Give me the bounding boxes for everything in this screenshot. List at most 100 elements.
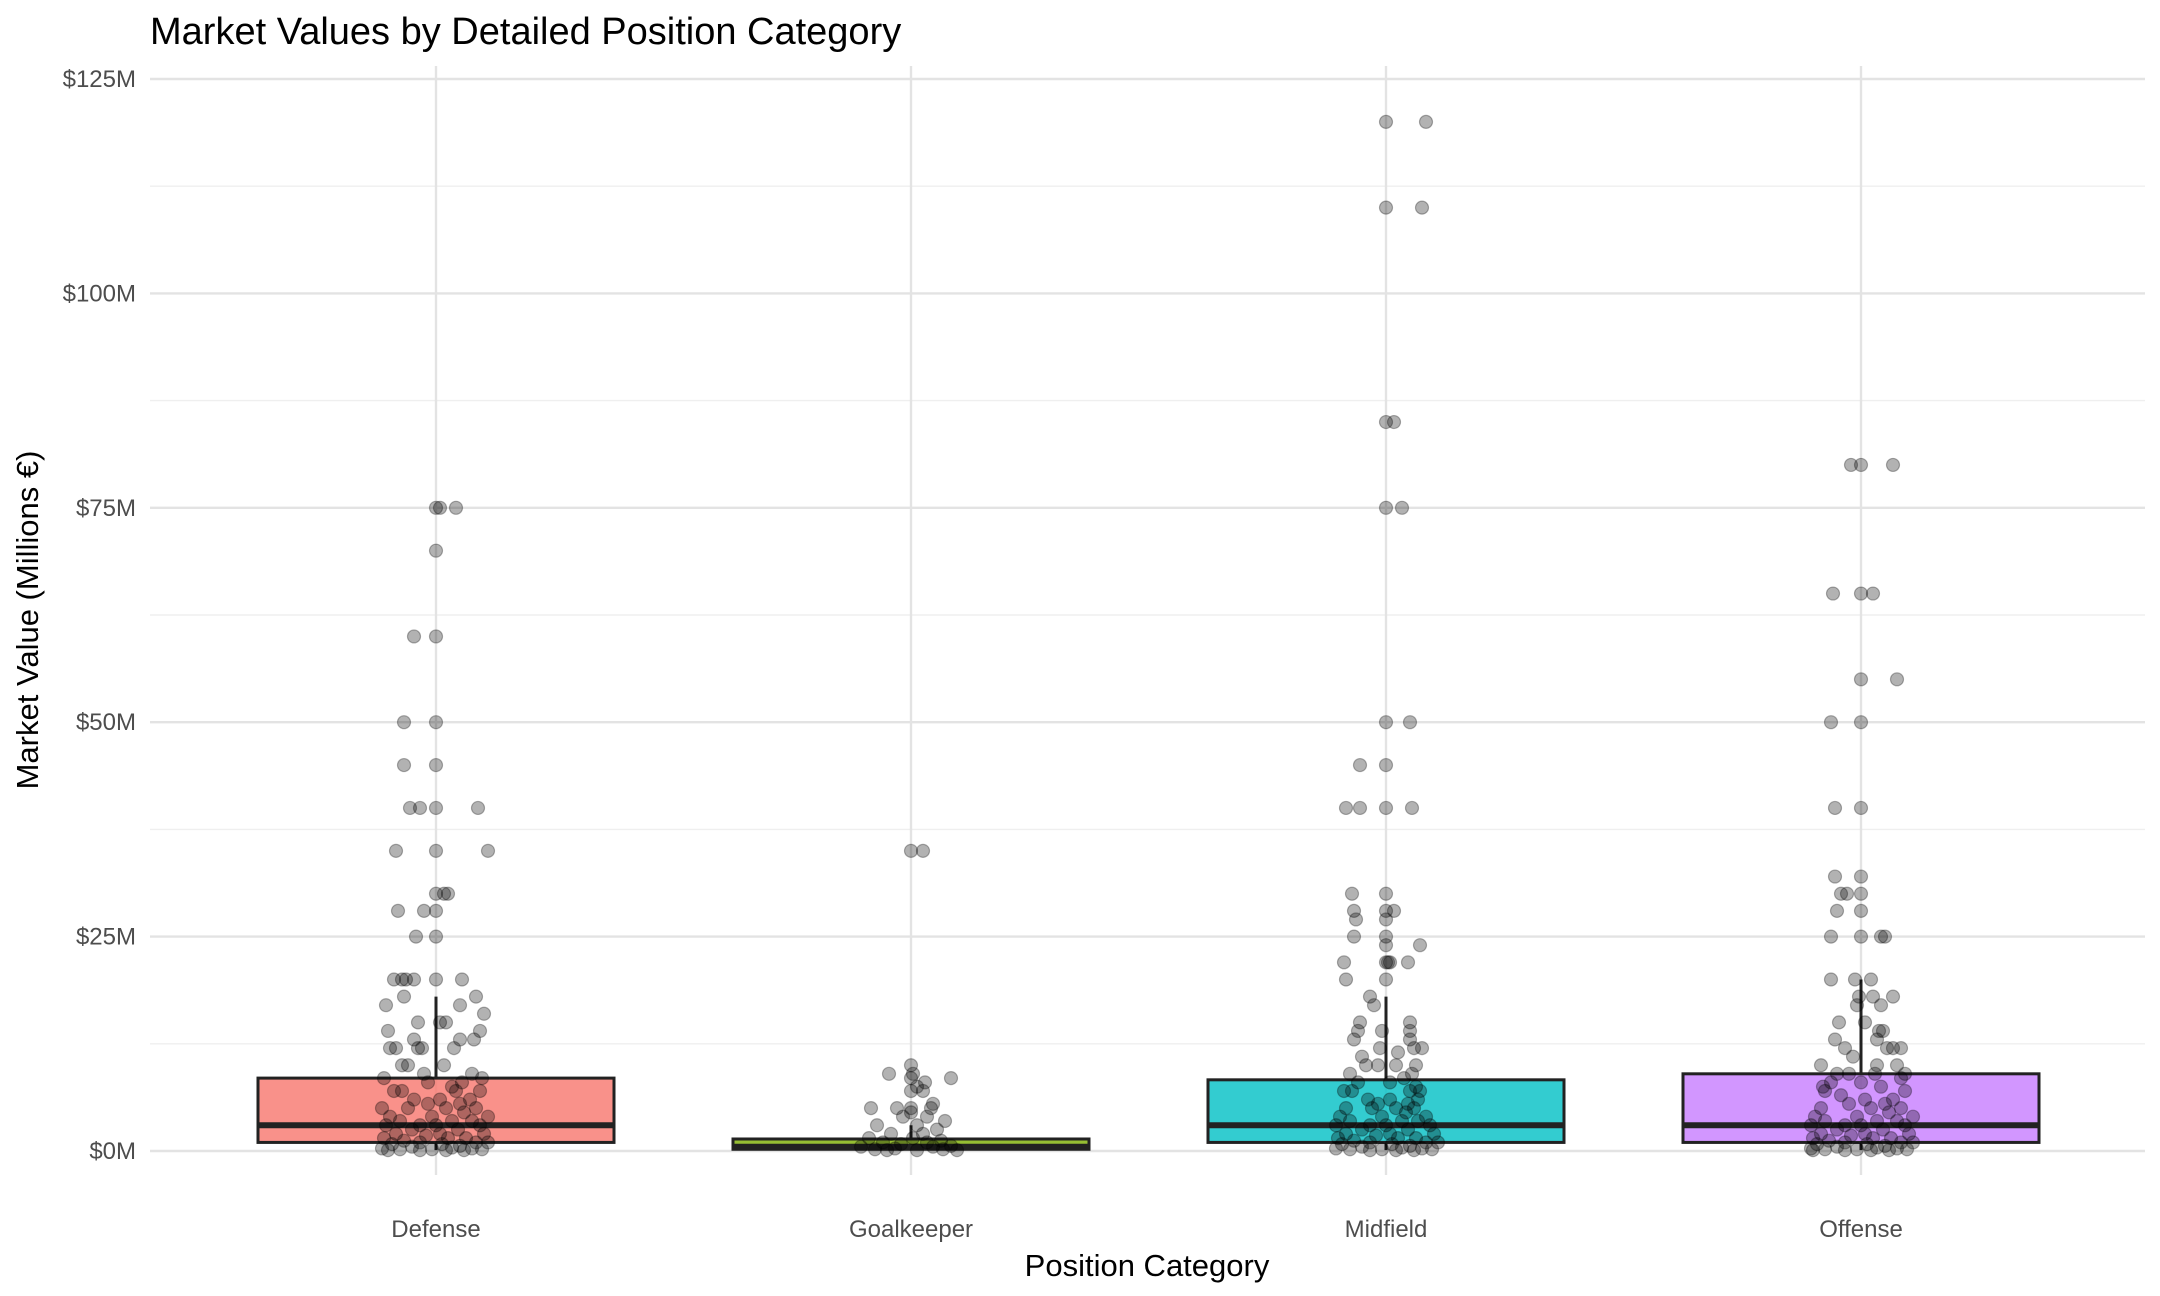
- data-point: [1380, 955, 1396, 970]
- data-point: [1378, 886, 1394, 901]
- data-point: [1402, 715, 1418, 730]
- data-point: [392, 1113, 408, 1129]
- data-point: [1378, 414, 1394, 430]
- data-point: [1406, 1143, 1422, 1158]
- data-point: [1342, 1142, 1358, 1157]
- data-point: [1382, 1075, 1398, 1090]
- data-point: [1821, 1133, 1837, 1148]
- data-point: [438, 1015, 454, 1030]
- data-point: [1382, 955, 1398, 970]
- data-point: [1378, 200, 1394, 215]
- data-point: [1865, 1131, 1881, 1146]
- data-point: [1342, 1113, 1358, 1129]
- data-point: [1889, 1141, 1905, 1156]
- data-point: [1829, 903, 1845, 918]
- data-point: [474, 1142, 490, 1157]
- data-point: [1885, 989, 1901, 1004]
- data-point: [1378, 757, 1394, 773]
- data-point: [1837, 1040, 1853, 1056]
- data-point: [1412, 938, 1428, 953]
- data-point: [1837, 1143, 1853, 1158]
- data-point: [470, 800, 486, 816]
- data-point: [1813, 1126, 1829, 1141]
- data-point: [909, 1079, 925, 1094]
- data-point: [452, 1096, 468, 1111]
- data-point: [1378, 114, 1394, 129]
- data-point: [1877, 1096, 1893, 1111]
- data-point: [1817, 1083, 1833, 1099]
- y-tick-label: $0M: [89, 1138, 136, 1165]
- data-point: [1378, 955, 1394, 970]
- data-point: [1358, 1058, 1374, 1073]
- data-point: [1809, 1137, 1825, 1152]
- data-point: [376, 1071, 392, 1086]
- data-point: [1360, 1092, 1376, 1107]
- data-point: [458, 1131, 474, 1146]
- data-point: [1815, 1079, 1831, 1094]
- data-point: [1805, 1143, 1821, 1158]
- data-point: [1843, 1128, 1859, 1143]
- data-point: [412, 1143, 428, 1158]
- jitter-points: [374, 114, 1921, 1158]
- data-point: [418, 1128, 434, 1143]
- data-point: [386, 972, 402, 987]
- data-point: [440, 886, 456, 901]
- data-point: [929, 1122, 945, 1137]
- data-point: [480, 843, 496, 858]
- box-offense: [1681, 979, 2041, 1151]
- data-point: [1839, 886, 1855, 901]
- data-point: [374, 1141, 390, 1156]
- data-point: [1893, 1071, 1909, 1086]
- data-point: [396, 1133, 412, 1148]
- data-point: [903, 1083, 919, 1099]
- data-point: [1378, 1118, 1394, 1133]
- data-point: [454, 1075, 470, 1090]
- data-point: [390, 903, 406, 918]
- data-point: [404, 1139, 420, 1154]
- box-goalkeeper: [731, 1125, 1091, 1151]
- data-point: [476, 1006, 492, 1021]
- data-point: [1402, 1138, 1418, 1153]
- data-point: [1859, 1137, 1875, 1152]
- x-tick-label: Defense: [391, 1216, 480, 1243]
- data-point: [388, 1126, 404, 1141]
- data-point: [1827, 1032, 1843, 1047]
- data-point: [915, 843, 931, 858]
- data-point: [1823, 972, 1839, 987]
- data-point: [1408, 1131, 1424, 1146]
- data-point: [1378, 938, 1394, 953]
- data-point: [1897, 1066, 1913, 1081]
- data-point: [1827, 869, 1843, 884]
- data-point: [903, 1071, 919, 1086]
- data-point: [1338, 800, 1354, 816]
- data-point: [1813, 1058, 1829, 1073]
- data-point: [412, 800, 428, 816]
- data-point: [1402, 1023, 1418, 1039]
- data-point: [1338, 1101, 1354, 1116]
- data-point: [1853, 1118, 1869, 1133]
- data-point: [394, 972, 410, 987]
- data-point: [1823, 929, 1839, 944]
- data-point: [466, 1032, 482, 1047]
- data-point: [1410, 1092, 1426, 1107]
- data-point: [428, 757, 444, 773]
- data-point: [1853, 586, 1869, 601]
- data-point: [1402, 1015, 1418, 1030]
- data-point: [1354, 1139, 1370, 1154]
- data-point: [853, 1139, 869, 1154]
- data-point: [1426, 1126, 1442, 1141]
- data-point: [949, 1143, 965, 1158]
- data-point: [454, 972, 470, 987]
- data-point: [1336, 955, 1352, 970]
- data-point: [1805, 1131, 1821, 1146]
- data-point: [1374, 1109, 1390, 1124]
- chart-title: Market Values by Detailed Position Categ…: [150, 11, 901, 53]
- data-point: [919, 1135, 935, 1150]
- data-point: [875, 1135, 891, 1150]
- data-point: [1344, 886, 1360, 901]
- data-point: [432, 1015, 448, 1030]
- data-point: [1378, 500, 1394, 515]
- data-point: [428, 543, 444, 558]
- data-point: [1334, 1137, 1350, 1152]
